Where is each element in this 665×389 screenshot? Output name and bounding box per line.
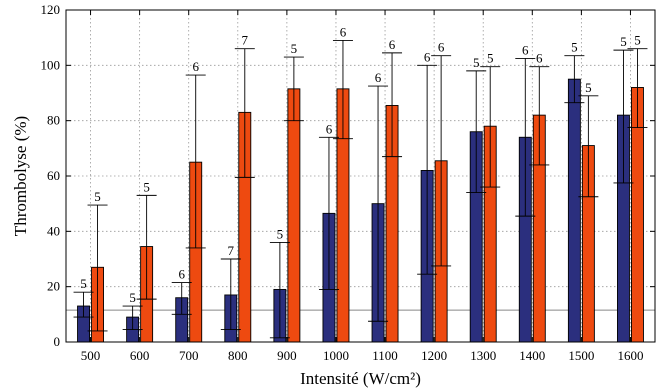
y-tick-label: 40 xyxy=(47,223,60,238)
sample-size-label: 5 xyxy=(80,276,87,291)
sample-size-label: 6 xyxy=(375,70,382,85)
x-tick-label: 1100 xyxy=(372,348,398,363)
x-tick-label: 1200 xyxy=(421,348,447,363)
x-tick-label: 1300 xyxy=(470,348,496,363)
sample-size-label: 6 xyxy=(340,24,347,39)
sample-size-label: 5 xyxy=(291,41,298,56)
sample-size-label: 5 xyxy=(620,34,627,49)
sample-size-label: 5 xyxy=(129,290,136,305)
sample-size-label: 7 xyxy=(228,243,235,258)
sample-size-label: 6 xyxy=(438,40,445,55)
y-axis-title: Thrombolyse (%) xyxy=(11,116,30,236)
y-tick-label: 100 xyxy=(41,57,61,72)
bar-layer xyxy=(77,78,644,343)
x-tick-label: 1000 xyxy=(323,348,349,363)
y-tick-layer: 0 20 40 60 80 100 120 xyxy=(41,2,655,349)
sample-size-label: 6 xyxy=(326,121,333,136)
x-tick-label: 700 xyxy=(179,348,199,363)
sample-size-label: 6 xyxy=(536,51,543,66)
x-tick-label: 500 xyxy=(81,348,101,363)
x-tick-label: 1400 xyxy=(519,348,545,363)
sample-size-label: 7 xyxy=(242,33,249,48)
error-bar-layer xyxy=(73,39,648,339)
x-tick-layer: 500 600 700 800 900 1000 1100 1200 1300 1400 1500 1… xyxy=(81,10,643,363)
sample-size-label: 5 xyxy=(585,80,592,95)
sample-size-label: 5 xyxy=(277,226,284,241)
x-tick-label: 1500 xyxy=(568,348,594,363)
sample-size-label: 5 xyxy=(94,189,101,204)
sample-size-label: 6 xyxy=(424,49,431,64)
sample-size-label: 5 xyxy=(571,40,578,55)
sample-size-label: 6 xyxy=(522,42,529,57)
y-tick-label: 60 xyxy=(47,168,60,183)
bar xyxy=(567,78,581,343)
sample-size-label: 5 xyxy=(634,33,641,48)
sample-size-label: 5 xyxy=(143,179,150,194)
bar xyxy=(287,88,301,343)
grid-layer xyxy=(66,10,655,342)
x-axis-title: Intensité (W/cm²) xyxy=(300,369,421,388)
y-tick-label: 120 xyxy=(41,2,61,17)
x-tick-label: 600 xyxy=(130,348,150,363)
sample-size-label: 5 xyxy=(473,55,480,70)
y-tick-label: 0 xyxy=(54,334,61,349)
sample-size-label: 6 xyxy=(192,59,199,74)
x-tick-label: 1600 xyxy=(617,348,643,363)
x-tick-label: 900 xyxy=(277,348,297,363)
x-tick-label: 800 xyxy=(228,348,248,363)
y-tick-label: 20 xyxy=(47,279,60,294)
sample-size-label: 5 xyxy=(487,51,494,66)
y-tick-label: 80 xyxy=(47,113,60,128)
sample-size-label: 6 xyxy=(178,267,185,282)
sample-size-label: 6 xyxy=(389,37,396,52)
